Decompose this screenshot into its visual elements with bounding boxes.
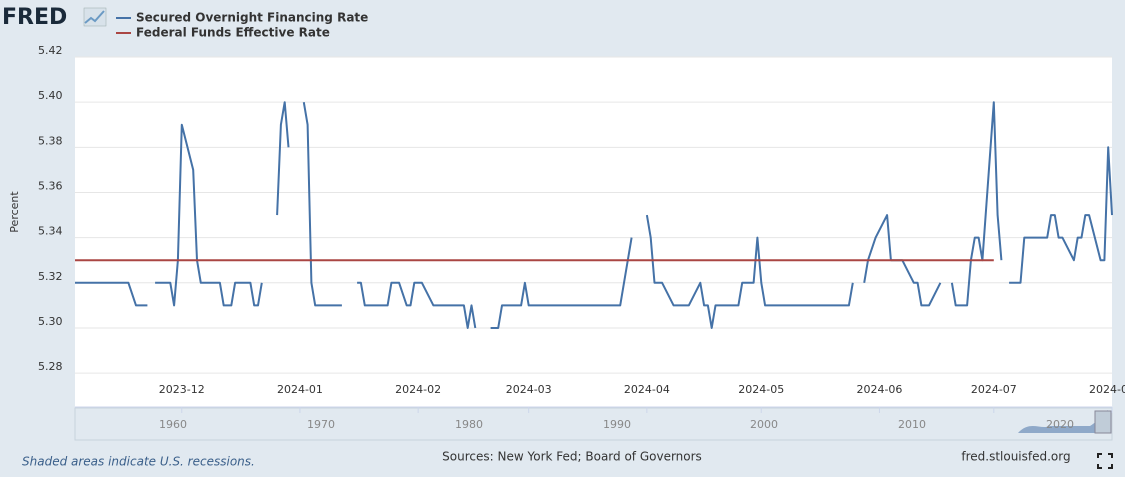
navigator[interactable] <box>74 407 1113 441</box>
logo-icon <box>83 7 107 27</box>
navigator-handle[interactable] <box>1094 410 1112 434</box>
logo[interactable]: FRED <box>2 5 67 30</box>
legend-label[interactable]: Secured Overnight Financing Rate <box>136 11 368 25</box>
y-tick-label: 5.42 <box>38 44 63 57</box>
x-tick-label: 2024-05 <box>738 383 784 396</box>
navigator-label: 2020 <box>1046 418 1074 431</box>
navigator-label: 2010 <box>898 418 926 431</box>
navigator-label: 2000 <box>750 418 778 431</box>
recession-note: Shaded areas indicate U.S. recessions. <box>22 455 255 469</box>
y-axis-label: Percent <box>8 191 21 233</box>
y-tick-label: 5.32 <box>38 270 63 283</box>
site-link[interactable]: fred.stlouisfed.org <box>961 450 1070 464</box>
x-tick-label: 2024-03 <box>506 383 552 396</box>
x-tick-label: 2024-07 <box>971 383 1017 396</box>
y-tick-label: 5.40 <box>38 89 63 102</box>
plot-area <box>75 57 1112 407</box>
x-tick-label: 2023-12 <box>159 383 205 396</box>
navigator-label: 1970 <box>307 418 335 431</box>
navigator-label: 1980 <box>455 418 483 431</box>
navigator-label: 1960 <box>159 418 187 431</box>
x-tick-label: 2024-06 <box>856 383 902 396</box>
x-tick-label: 2024-02 <box>395 383 441 396</box>
sources: Sources: New York Fed; Board of Governor… <box>442 450 702 464</box>
y-tick-label: 5.34 <box>38 225 63 238</box>
x-tick-label: 2024-01 <box>277 383 323 396</box>
y-tick-label: 5.28 <box>38 360 63 373</box>
legend-label[interactable]: Federal Funds Effective Rate <box>136 26 330 40</box>
x-tick-label: 2024-08 <box>1089 383 1125 396</box>
x-tick-label: 2024-04 <box>624 383 670 396</box>
y-tick-label: 5.30 <box>38 315 63 328</box>
y-tick-label: 5.38 <box>38 134 63 147</box>
navigator-label: 1990 <box>603 418 631 431</box>
navigator-area <box>1018 410 1108 433</box>
y-tick-label: 5.36 <box>38 179 63 192</box>
fullscreen-icon[interactable] <box>1097 453 1113 469</box>
